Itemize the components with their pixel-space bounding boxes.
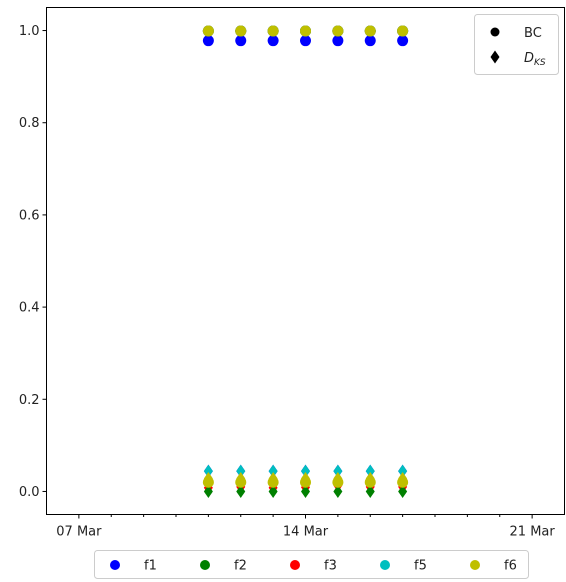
data-point-diamond [398, 464, 408, 478]
x-tick-label: 21 Mar [510, 525, 556, 540]
data-point-diamond [236, 484, 246, 498]
data-point-circle [397, 35, 409, 47]
data-point-circle [235, 476, 247, 488]
color-legend-label: f6 [504, 559, 517, 574]
y-axis: 0.0 0.2 0.4 0.6 0.8 1.0 [19, 24, 47, 500]
marker-legend: BC DKS [474, 14, 559, 75]
color-legend-items: f1 f2 f3 f5 f6 [110, 559, 517, 574]
plot-background [46, 7, 565, 515]
color-legend-label: f2 [234, 559, 247, 574]
data-point-diamond [268, 484, 278, 498]
data-point-circle [267, 35, 279, 47]
y-tick-label: 0.0 [19, 485, 40, 500]
color-legend-label: f3 [324, 559, 337, 574]
data-point-circle [332, 35, 344, 47]
data-point-circle [397, 25, 409, 37]
y-tick-label: 0.2 [19, 393, 40, 408]
data-point-circle [332, 476, 344, 488]
x-tick-label: 07 Mar [56, 525, 102, 540]
data-point-circle [202, 25, 214, 37]
data-point-circle [364, 25, 376, 37]
x-tick-label: 14 Mar [283, 525, 329, 540]
y-tick-label: 1.0 [19, 24, 40, 39]
data-point-diamond [365, 484, 375, 498]
data-point-circle [397, 476, 409, 488]
data-point-diamond [203, 464, 213, 478]
data-point-circle [300, 25, 311, 37]
diamond-marker-icon [490, 50, 500, 64]
y-tick-label: 0.8 [19, 116, 40, 131]
color-legend-marker [470, 560, 480, 570]
color-legend-label: f5 [414, 559, 427, 574]
data-point-diamond [365, 464, 375, 478]
marker-legend-label-bc: BC [524, 26, 542, 41]
color-legend-marker [380, 560, 390, 570]
marker-legend-frame [474, 14, 559, 75]
plot-frame [46, 7, 565, 515]
data-point-circle [300, 35, 311, 47]
color-legend-marker [110, 560, 120, 570]
data-point-circle [202, 35, 214, 47]
data-point-circle [332, 25, 344, 37]
y-tick-label: 0.6 [19, 208, 40, 223]
data-points [202, 25, 409, 498]
data-point-diamond [268, 464, 278, 478]
data-point-circle [235, 25, 247, 37]
circle-marker-icon [490, 27, 500, 37]
data-point-circle [202, 476, 214, 488]
color-legend-frame [94, 550, 529, 579]
data-point-diamond [333, 464, 343, 478]
data-point-circle [235, 35, 247, 47]
data-point-diamond [398, 484, 408, 498]
data-point-circle [364, 35, 376, 47]
x-axis: 07 Mar 14 Mar 21 Mar [56, 514, 556, 540]
data-point-circle [267, 25, 279, 37]
data-point-diamond [301, 484, 310, 498]
color-legend-marker [200, 560, 210, 570]
data-point-circle [364, 476, 376, 488]
data-point-circle [267, 476, 279, 488]
color-legend-label: f1 [144, 559, 157, 574]
color-legend-marker [290, 560, 300, 570]
data-point-diamond [236, 464, 246, 478]
color-legend: f1 f2 f3 f5 f6 [94, 550, 529, 579]
y-tick-label: 0.4 [19, 301, 40, 316]
data-point-diamond [203, 484, 213, 498]
data-point-circle [300, 476, 311, 488]
marker-legend-label-dks: DKS [524, 51, 546, 68]
data-point-diamond [333, 484, 343, 498]
data-point-diamond [301, 464, 310, 478]
